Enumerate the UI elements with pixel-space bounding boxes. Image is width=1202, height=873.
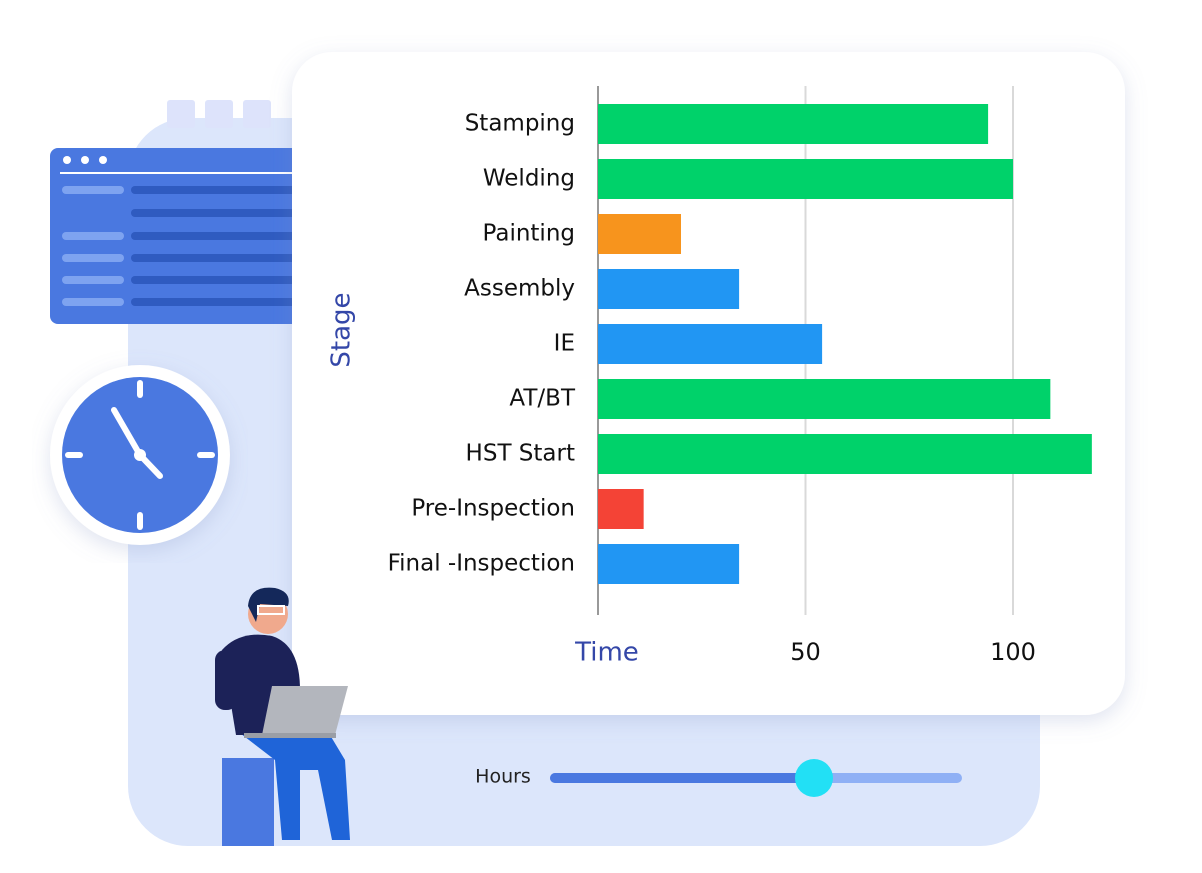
y-tick-label: HST Start [466,441,575,467]
y-tick-label: Painting [483,221,575,247]
x-tick-label: 100 [990,638,1036,666]
person [215,587,350,846]
bar [598,104,989,144]
y-tick-label: AT/BT [509,386,576,412]
y-axis-label: Stage [327,292,357,367]
y-tick-label: IE [554,331,575,357]
slider-thumb[interactable] [795,759,833,797]
slider: Hours [475,759,962,797]
bar [598,269,740,309]
y-tick-label: Pre-Inspection [411,496,575,522]
bar [598,214,681,254]
x-axis-label: Time [574,638,639,668]
slider-label: Hours [475,766,531,788]
y-tick-label: Welding [483,166,575,192]
bar [598,544,740,584]
browser-window [50,148,320,324]
y-tick-label: Assembly [464,276,575,302]
bar [598,489,644,529]
y-tick-label: Stamping [465,111,575,137]
bar [598,324,823,364]
y-tick-label: Final -Inspection [388,551,575,577]
plot: 50 100 Stamping Welding Painting Assembly IE AT… [388,86,1092,666]
clock [50,365,230,545]
bar [598,434,1092,474]
bar [598,159,1013,199]
bar [598,379,1051,419]
x-tick-label: 50 [790,638,821,666]
window-icons [167,100,271,128]
